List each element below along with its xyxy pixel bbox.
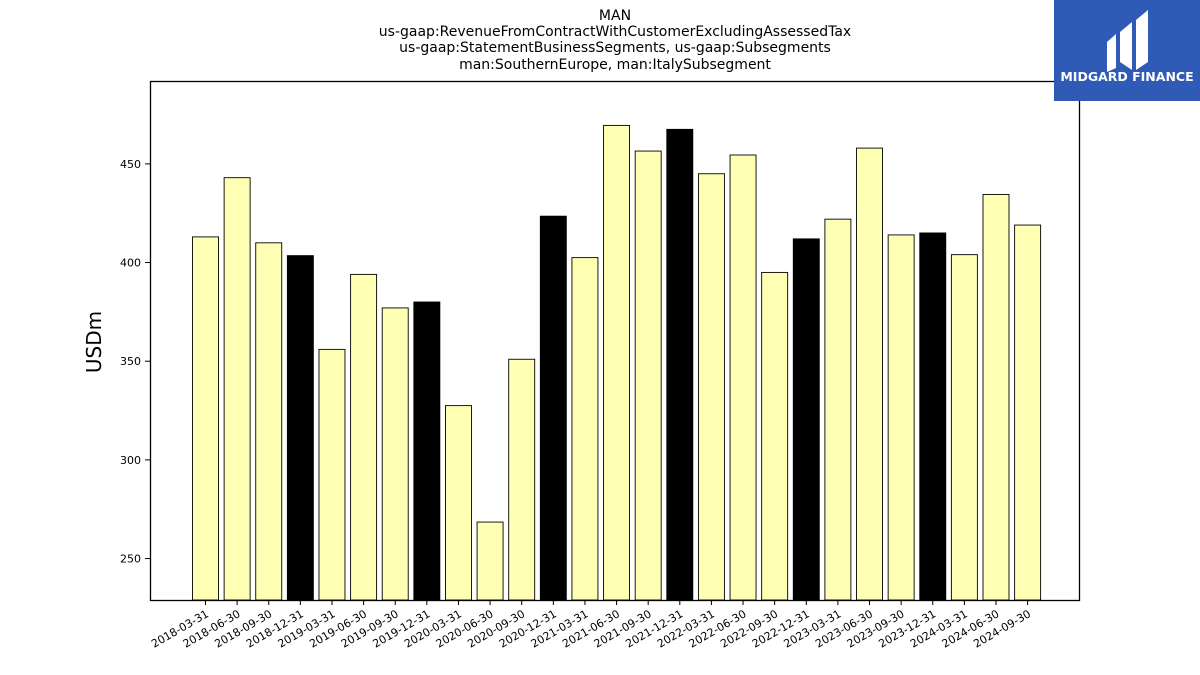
bar: [824, 218, 852, 601]
bar: [887, 234, 915, 601]
bar: [982, 194, 1010, 601]
bar: [1014, 224, 1042, 601]
bar: [192, 236, 219, 601]
bar: [350, 273, 378, 601]
y-axis: 250 300 350 400 450: [120, 158, 150, 566]
chart-title-line: us-gaap:StatementBusinessSegments, us-ga…: [399, 40, 831, 56]
bar: [413, 301, 441, 601]
bar: [539, 215, 567, 601]
bar: [697, 173, 725, 601]
bar: [318, 348, 346, 601]
y-tick-label: 400: [120, 257, 141, 270]
x-axis: 2018-03-312018-06-302018-09-302018-12-31…: [149, 600, 1033, 651]
y-tick-label: 250: [120, 553, 141, 566]
bar: [634, 150, 662, 601]
logo-text: MIDGARD FINANCE: [1060, 69, 1193, 84]
bar: [919, 232, 947, 601]
bar: [476, 521, 504, 601]
bar: [856, 147, 883, 601]
logo-mark-icon: [1107, 10, 1148, 72]
bar: [223, 177, 251, 601]
chart-title-line: MAN: [599, 8, 631, 24]
y-axis-label: USDm: [82, 311, 106, 373]
bar: [950, 254, 978, 601]
bar: [792, 238, 820, 601]
bar: [508, 358, 536, 601]
bar: [729, 154, 757, 601]
bar: [666, 128, 694, 601]
bar: [381, 307, 409, 601]
chart-title-line: man:SouthernEurope, man:ItalySubsegment: [459, 57, 771, 73]
bar: [603, 124, 631, 601]
bar: [286, 255, 314, 601]
bar: [255, 242, 283, 601]
chart-title-line: us-gaap:RevenueFromContractWithCustomerE…: [379, 24, 851, 40]
y-tick-label: 450: [120, 158, 141, 171]
bar: [571, 257, 599, 601]
bar: [761, 271, 789, 601]
y-tick-label: 300: [120, 454, 141, 467]
chart-title: MAN us-gaap:RevenueFromContractWithCusto…: [379, 8, 851, 73]
plot-frame: [149, 80, 1081, 602]
bar: [445, 405, 472, 601]
midgard-finance-logo: MIDGARD FINANCE: [1054, 0, 1200, 101]
bars-group: [192, 124, 1042, 601]
y-tick-label: 350: [120, 355, 141, 368]
